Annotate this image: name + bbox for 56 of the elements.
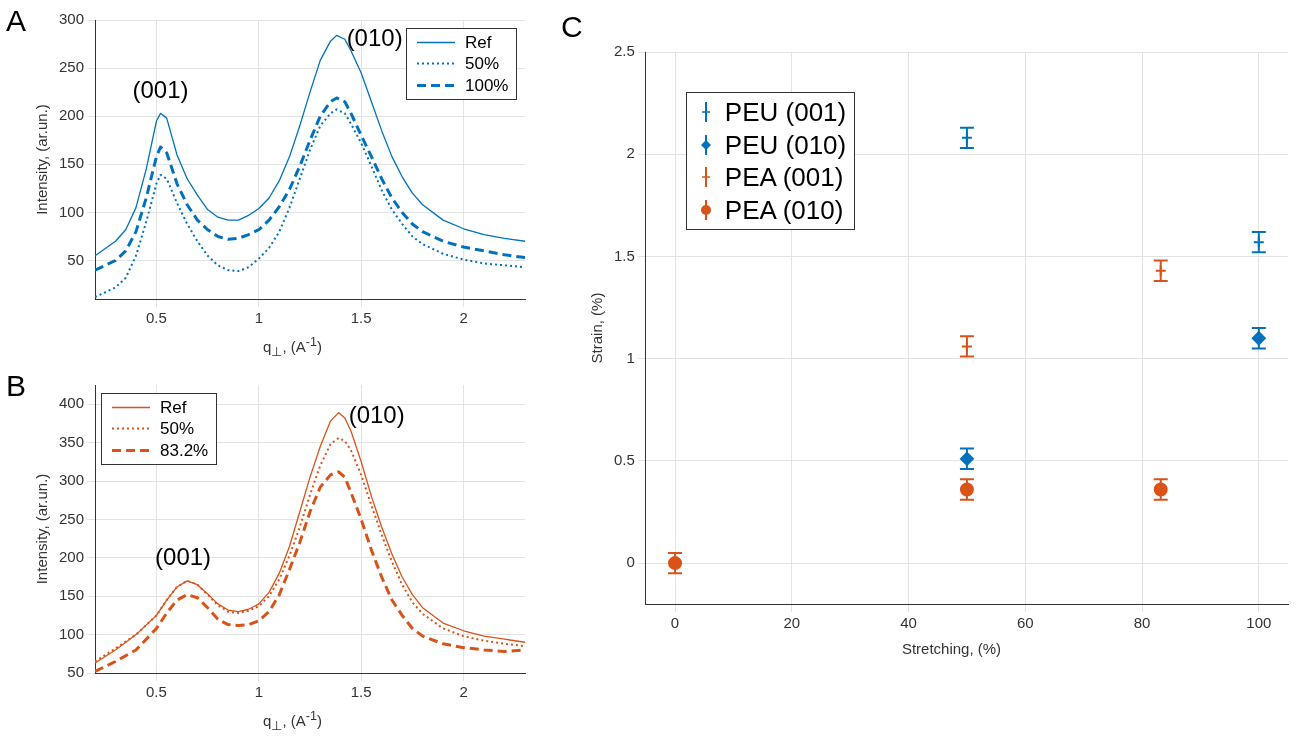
x-tick-label: 0.5 [146,309,167,327]
legend-label: Ref [465,32,492,54]
annotation: (001) [132,75,189,103]
x-tick-label: 1.5 [350,683,372,701]
legend-label: 50% [160,418,195,440]
x-tick-label: 0 [670,614,680,632]
legend-label: PEU (010) [724,128,847,161]
y-tick-label: 2.5 [613,42,635,60]
chart-title: C [561,10,583,44]
y-tick-label: 0.5 [613,451,635,469]
chart-title: B [6,369,27,403]
annotation: (010) [348,401,405,429]
x-tick-label: 2 [459,309,468,327]
y-tick-label: 1 [626,348,635,366]
y-tick-label: 200 [59,106,85,124]
legend-label: 100% [465,74,509,96]
legend-label: PEU (001) [724,96,847,129]
legend-label: 83.2% [160,439,209,461]
y-tick-label: 50 [67,250,85,268]
y-tick-label: 0 [626,553,635,571]
x-tick-label: 60 [1016,614,1034,632]
x-tick-label: 20 [783,614,801,632]
y-tick-label: 400 [59,394,85,412]
y-axis-title: Intensity, (ar.un.) [33,473,51,585]
x-tick-label: 40 [900,614,917,632]
annotation: (001) [155,543,212,571]
x-tick-label: 1 [254,309,263,327]
chart-title: A [6,4,27,38]
y-tick-label: 300 [59,471,85,489]
x-tick-label: 2 [459,683,468,701]
y-tick-label: 100 [59,202,85,220]
y-tick-label: 2 [626,144,635,162]
legend-label: Ref [160,397,187,419]
y-tick-label: 1.5 [613,246,635,264]
x-axis-title: Stretching, (%) [900,640,1003,657]
y-tick-label: 250 [59,58,85,76]
y-tick-label: 300 [59,10,85,28]
x-axis-title: q$_{⊥}$, (A$^{-1}$) [262,335,323,359]
x-tick-label: 0.5 [146,683,167,701]
x-tick-label: 100 [1246,614,1272,632]
y-tick-label: 50 [67,663,85,681]
y-tick-label: 250 [59,509,85,527]
y-tick-label: 150 [59,154,85,172]
annotation: (010) [346,24,403,52]
y-tick-label: 350 [59,432,85,450]
y-tick-label: 200 [59,547,85,565]
legend-label: PEA (001) [724,161,844,194]
y-axis-title: Intensity, (ar.un.) [33,104,51,215]
y-tick-label: 150 [59,586,85,604]
x-tick-label: 1 [254,683,263,701]
legend-label: 50% [465,53,500,75]
y-axis-title: Strain, (%) [588,292,606,364]
x-tick-label: 80 [1133,614,1151,632]
x-tick-label: 1.5 [350,309,372,327]
legend-label: PEA (010) [724,193,844,226]
x-axis-title: q$_{⊥}$, (A$^{-1}$) [262,709,323,733]
